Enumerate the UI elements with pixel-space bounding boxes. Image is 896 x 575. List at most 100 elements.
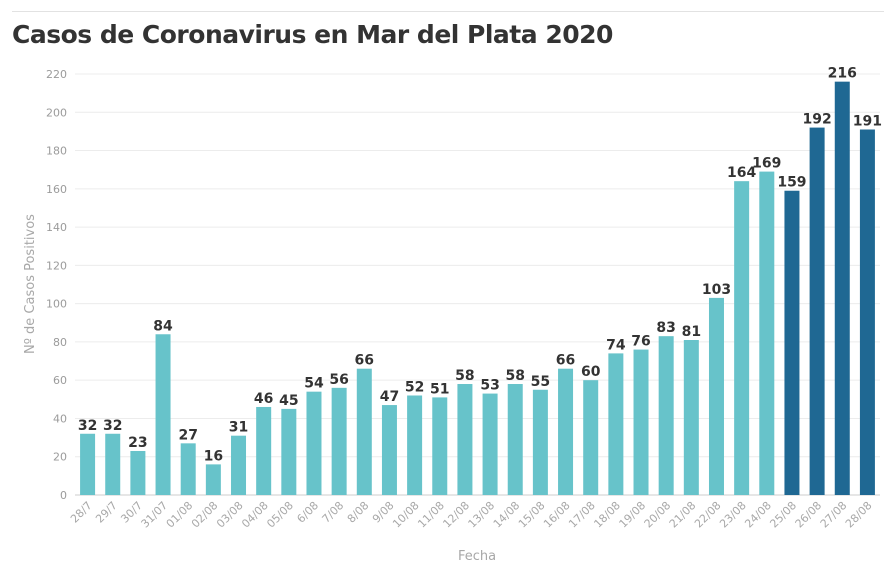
x-tick-label: 18/08 (591, 499, 623, 531)
data-label: 27 (178, 427, 197, 443)
x-tick-label: 7/08 (320, 499, 347, 526)
data-label: 55 (531, 374, 550, 390)
y-axis-ticks: 0 20 40 60 80 100 120 140 160 180 200 220 (46, 68, 67, 502)
data-label: 23 (128, 435, 147, 451)
data-label: 46 (254, 391, 273, 407)
data-label: 32 (103, 418, 122, 434)
bar (457, 384, 473, 495)
chart-title: Casos de Coronavirus en Mar del Plata 20… (12, 20, 613, 49)
data-label: 164 (727, 165, 756, 181)
bar (608, 353, 624, 495)
data-label: 31 (229, 420, 248, 436)
x-tick-label: 31/07 (139, 499, 171, 531)
x-axis-ticks: 28/729/730/731/0701/0802/0803/0804/0805/… (68, 499, 875, 531)
y-tick-label: 140 (46, 221, 67, 234)
bar (80, 433, 96, 495)
bar (683, 339, 699, 495)
bar (381, 405, 397, 495)
bar (583, 380, 599, 495)
bar (407, 395, 423, 495)
bar (205, 464, 221, 495)
bar (734, 181, 750, 495)
data-label: 52 (405, 379, 424, 395)
x-tick-label: 17/08 (566, 499, 598, 531)
x-tick-label: 23/08 (717, 499, 749, 531)
bar (180, 443, 196, 495)
data-label: 47 (380, 389, 399, 405)
data-label: 83 (656, 320, 675, 336)
bar (759, 171, 775, 495)
bar (834, 81, 850, 496)
data-label: 66 (556, 353, 575, 369)
y-tick-label: 120 (46, 259, 67, 272)
bar (708, 297, 724, 495)
x-tick-label: 14/08 (491, 499, 523, 531)
bar (306, 391, 322, 495)
data-label: 16 (204, 448, 223, 464)
x-tick-label: 16/08 (541, 499, 573, 531)
data-label: 32 (78, 418, 97, 434)
x-tick-label: 02/08 (189, 499, 221, 531)
top-divider (12, 11, 884, 12)
data-label: 58 (505, 368, 524, 384)
data-label: 51 (430, 381, 449, 397)
data-labels: 32 32 23 84 27 16 31 46 45 54 56 66 47 52 51 58 53 58 55 66… (78, 66, 882, 465)
bar (356, 368, 372, 495)
bar (130, 450, 146, 495)
x-tick-label: 11/08 (415, 499, 447, 531)
y-tick-label: 40 (53, 412, 67, 425)
x-tick-label: 01/08 (164, 499, 196, 531)
x-tick-label: 12/08 (440, 499, 472, 531)
bar (784, 190, 800, 495)
x-tick-label: 19/08 (617, 499, 649, 531)
y-tick-label: 200 (46, 106, 67, 119)
x-tick-label: 20/08 (642, 499, 674, 531)
data-label: 74 (606, 337, 626, 353)
y-tick-label: 160 (46, 183, 67, 196)
bar (331, 387, 347, 495)
y-tick-label: 20 (53, 451, 67, 464)
y-tick-label: 80 (53, 336, 67, 349)
x-tick-label: 8/08 (345, 499, 372, 526)
bars (80, 81, 875, 496)
data-label: 76 (631, 334, 650, 350)
y-tick-label: 180 (46, 145, 67, 158)
bar (809, 127, 825, 495)
x-tick-label: 10/08 (390, 499, 422, 531)
bar (155, 334, 171, 495)
x-tick-label: 29/7 (93, 499, 120, 526)
bar (432, 397, 448, 495)
x-tick-label: 13/08 (466, 499, 498, 531)
y-tick-label: 220 (46, 68, 67, 81)
bar (281, 408, 297, 495)
x-tick-label: 21/08 (667, 499, 699, 531)
data-label: 45 (279, 393, 298, 409)
data-label: 58 (455, 368, 474, 384)
data-label: 81 (682, 324, 701, 340)
data-label: 54 (304, 376, 324, 392)
bar (105, 433, 121, 495)
x-tick-label: 04/08 (239, 499, 271, 531)
data-label: 60 (581, 364, 601, 380)
x-tick-label: 27/08 (818, 499, 850, 531)
data-label: 56 (329, 372, 348, 388)
data-label: 103 (702, 282, 731, 298)
x-tick-label: 15/08 (516, 499, 548, 531)
y-axis-label: Nº de Casos Positivos (23, 214, 38, 354)
x-tick-label: 25/08 (767, 499, 799, 531)
y-tick-label: 0 (60, 489, 67, 502)
bar (658, 336, 674, 495)
data-label: 53 (480, 378, 499, 394)
data-label: 66 (355, 353, 374, 369)
bar (558, 368, 574, 495)
bar (256, 406, 272, 495)
y-tick-label: 100 (46, 298, 67, 311)
bar (507, 384, 523, 495)
data-label: 169 (752, 156, 781, 172)
x-tick-label: 6/08 (294, 499, 321, 526)
x-tick-label: 05/08 (264, 499, 296, 531)
data-label: 84 (153, 318, 173, 334)
data-label: 191 (853, 113, 882, 129)
bar (482, 393, 498, 495)
